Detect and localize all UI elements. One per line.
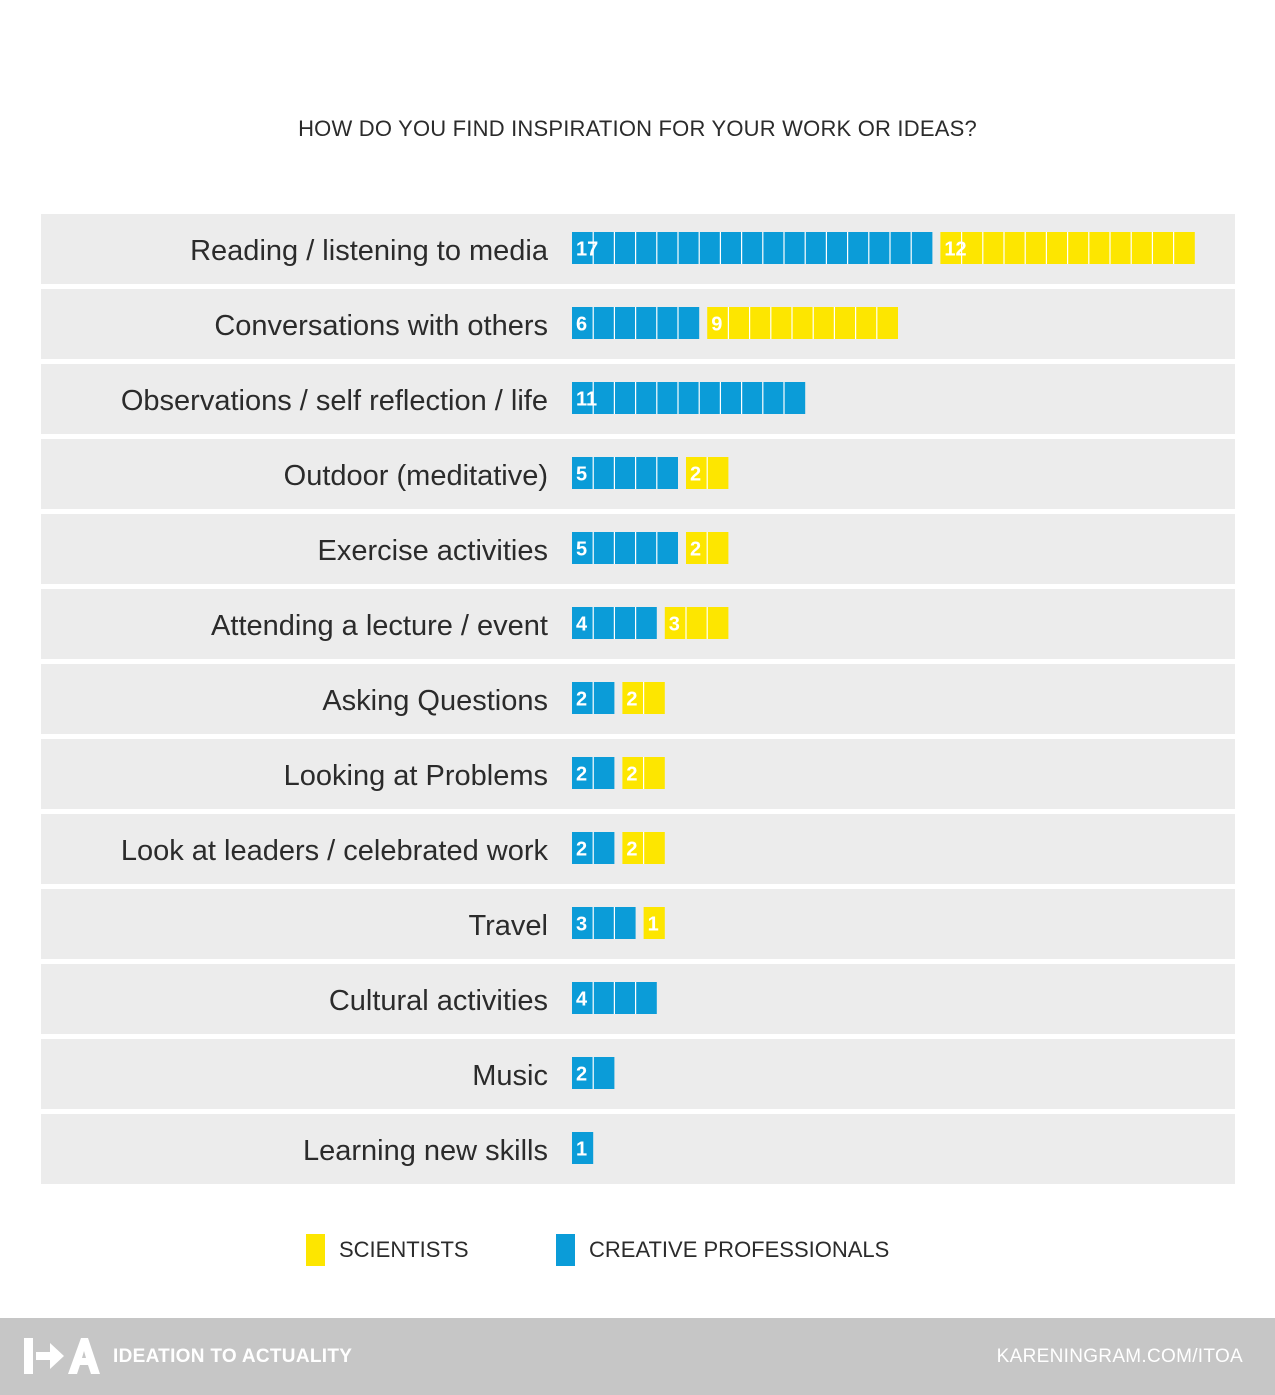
bar-creative-professionals-value-label: 11 <box>576 389 597 411</box>
bar-scientists-value-label: 2 <box>626 689 637 711</box>
row-background <box>41 889 1235 959</box>
row-background <box>41 1039 1235 1109</box>
bar-creative-professionals-value-label: 2 <box>576 1064 587 1086</box>
category-label: Exercise activities <box>318 535 548 567</box>
legend-swatch-scientists <box>306 1233 325 1266</box>
category-label: Conversations with others <box>214 310 548 342</box>
legend-creative: CREATIVE PROFESSIONALS <box>556 1233 889 1266</box>
category-label: Observations / self reflection / life <box>121 385 548 417</box>
bar-scientists-value-label: 1 <box>648 914 659 936</box>
bar-scientists-value-label: 12 <box>944 239 966 261</box>
row-background <box>41 1114 1235 1184</box>
bar-creative-professionals-value-label: 4 <box>576 614 588 636</box>
bar-creative-professionals-value-label: 6 <box>576 314 587 336</box>
bar-scientists-value-label: 2 <box>690 464 701 486</box>
bar-chart: Reading / listening to media 17 12Conversa… <box>41 214 1235 1184</box>
bar-scientists-value-label: 3 <box>669 614 680 636</box>
bar-scientists <box>643 907 665 939</box>
bar-creative-professionals-value-label: 17 <box>576 239 598 261</box>
category-label: Reading / listening to media <box>190 235 549 267</box>
legend-label-creative: CREATIVE PROFESSIONALS <box>589 1236 890 1262</box>
category-label: Outdoor (meditative) <box>284 460 548 492</box>
bar-creative-professionals <box>572 1132 594 1164</box>
bar-scientists-value-label: 2 <box>690 539 701 561</box>
category-label: Learning new skills <box>303 1135 548 1167</box>
bar-creative-professionals-value-label: 2 <box>576 764 587 786</box>
category-label: Attending a lecture / event <box>211 610 548 642</box>
footer-title: IDEATION TO ACTUALITY <box>113 1346 353 1367</box>
bar-scientists-value-label: 2 <box>626 764 637 786</box>
bar-creative-professionals <box>572 232 933 264</box>
bar-creative-professionals <box>572 532 678 564</box>
bar-creative-professionals-value-label: 3 <box>576 914 587 936</box>
bar-creative-professionals-value-label: 4 <box>576 989 588 1011</box>
category-label: Look at leaders / celebrated work <box>121 835 549 867</box>
bar-creative-professionals <box>572 382 806 414</box>
legend-swatch-creative <box>556 1233 575 1266</box>
bar-creative-professionals <box>572 457 678 489</box>
bar-scientists <box>707 307 898 339</box>
footer-url[interactable]: KARENINGRAM.COM/ITOA <box>996 1346 1243 1367</box>
bar-scientists-value-label: 2 <box>626 839 637 861</box>
chart-title: HOW DO YOU FIND INSPIRATION FOR YOUR WOR… <box>298 116 977 141</box>
bar-creative-professionals <box>572 907 636 939</box>
bar-creative-professionals-value-label: 2 <box>576 839 587 861</box>
bar-creative-professionals-value-label: 2 <box>576 689 587 711</box>
footer-bar: IDEATION TO ACTUALITY KARENINGRAM.COM/IT… <box>0 1318 1275 1395</box>
category-label: Cultural activities <box>329 985 548 1017</box>
legend-scientists: SCIENTISTS <box>306 1233 469 1266</box>
bar-creative-professionals-value-label: 1 <box>576 1139 587 1161</box>
legend-label-scientists: SCIENTISTS <box>339 1236 469 1262</box>
bar-creative-professionals-value-label: 5 <box>576 464 587 486</box>
category-label: Travel <box>469 910 549 942</box>
bar-scientists-value-label: 9 <box>711 314 722 336</box>
bar-scientists <box>664 607 729 639</box>
category-label: Looking at Problems <box>284 760 548 792</box>
ideation-logo-icon <box>24 1338 100 1374</box>
category-label: Asking Questions <box>322 685 548 717</box>
bar-creative-professionals-value-label: 5 <box>576 539 587 561</box>
category-label: Music <box>472 1060 548 1092</box>
